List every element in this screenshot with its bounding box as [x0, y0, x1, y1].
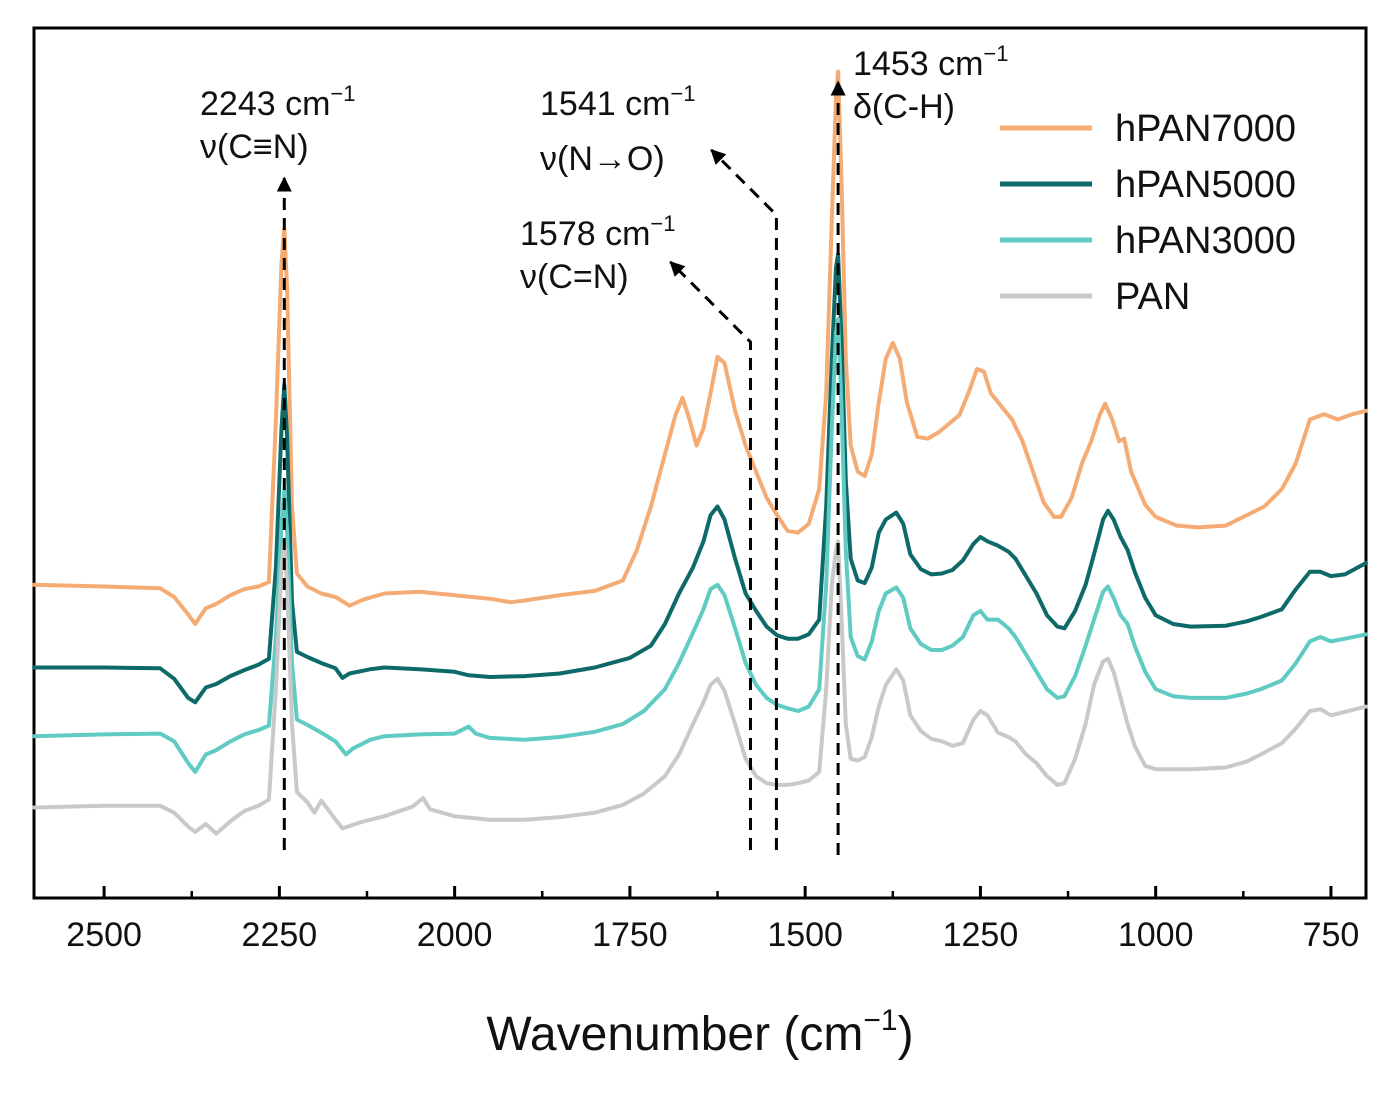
x-tick-label-2500: 2500 [66, 916, 142, 954]
annotation-1453-wavenumber: 1453 cm−1 [853, 41, 1009, 83]
x-tick-label-750: 750 [1303, 916, 1360, 954]
legend-label-hPAN3000: hPAN3000 [1115, 220, 1296, 262]
guide-line-1541 [710, 148, 778, 850]
annotation-1578-wavenumber: 1578 cm−1 [520, 211, 676, 253]
annotation-2243: 2243 cm−1 ν(C≡N) [200, 81, 356, 166]
series-line-PAN [32, 539, 1368, 836]
annotation-1541: 1541 cm−1 ν(N→O) [540, 81, 696, 178]
series-line-hPAN3000 [32, 317, 1368, 774]
legend-label-PAN: PAN [1115, 276, 1190, 318]
annotation-1578-assignment: ν(C=N) [520, 258, 629, 296]
x-tick-label-2250: 2250 [242, 916, 318, 954]
annotation-1453-assignment: δ(C-H) [853, 88, 955, 126]
x-tick-label-2000: 2000 [417, 916, 493, 954]
x-tick-label-1000: 1000 [1118, 916, 1194, 954]
x-tick-label-1250: 1250 [943, 916, 1019, 954]
annotation-2243-assignment: ν(C≡N) [200, 128, 309, 166]
peak-guides [276, 80, 846, 855]
x-tick-label-1750: 1750 [592, 916, 668, 954]
plot-frame [32, 26, 1368, 900]
annotation-2243-wavenumber: 2243 cm−1 [200, 81, 356, 123]
x-tick-label-1500: 1500 [767, 916, 843, 954]
annotation-1541-wavenumber: 1541 cm−1 [540, 81, 696, 123]
annotation-1453: 1453 cm−1 δ(C-H) [853, 41, 1009, 126]
series-line-hPAN7000 [32, 69, 1368, 626]
legend: hPAN7000 hPAN5000 hPAN3000 PAN [1000, 108, 1296, 318]
x-axis-title: Wavenumber (cm−1) [486, 1004, 913, 1061]
annotation-1541-assignment: ν(N→O) [540, 140, 665, 178]
series-layer [32, 69, 1368, 836]
x-axis: 2500 2250 2000 1750 1500 1250 1000 750 [66, 886, 1359, 954]
annotation-1578: 1578 cm−1 ν(C=N) [520, 211, 676, 296]
legend-label-hPAN7000: hPAN7000 [1115, 108, 1296, 150]
guide-line-1578 [669, 260, 752, 850]
series-line-hPAN5000 [32, 252, 1368, 705]
legend-label-hPAN5000: hPAN5000 [1115, 164, 1296, 206]
